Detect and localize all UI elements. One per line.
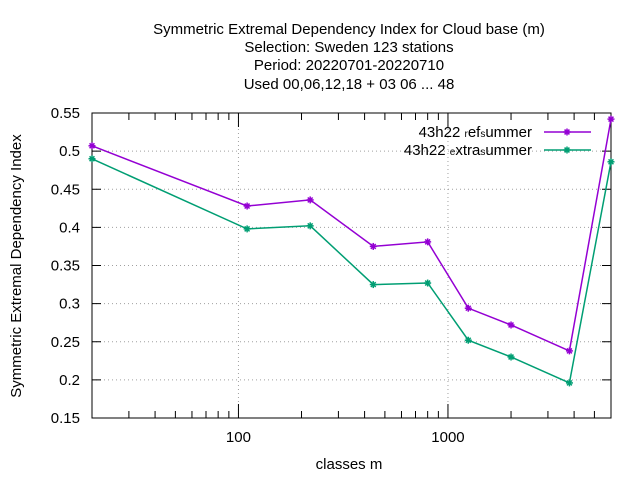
y-tick-label: 0.3 [59, 296, 80, 313]
title-line-2: Selection: Sweden 123 stations [244, 39, 453, 56]
data-point [243, 225, 251, 233]
point-marker-stroke [89, 142, 95, 149]
data-point [306, 222, 314, 230]
point-marker-stroke [564, 129, 570, 135]
x-tick-label: 100 [226, 429, 251, 446]
legend-marker [563, 146, 571, 154]
y-tick-label: 0.35 [51, 258, 80, 275]
y-axis-label: Symmetric Extremal Dependency Index [8, 134, 25, 398]
point-marker-stroke [564, 147, 570, 153]
point-marker-stroke [566, 347, 573, 354]
point-marker-stroke [465, 305, 472, 312]
point-marker-stroke [89, 155, 95, 162]
point-marker-stroke [608, 158, 614, 165]
legend-marker [563, 128, 571, 136]
legend-entry: 43h22 extrasummer [404, 142, 591, 159]
point-marker-stroke [508, 354, 515, 360]
point-marker-stroke [424, 238, 431, 245]
series-2 [88, 155, 615, 387]
data-point [424, 238, 432, 246]
title-line-1: Symmetric Extremal Dependency Index for … [153, 21, 545, 38]
data-point [607, 115, 615, 123]
x-axis-label: classes m [316, 456, 383, 473]
point-marker-stroke [370, 281, 377, 288]
series [88, 115, 615, 387]
y-tick-label: 0.5 [59, 143, 80, 160]
data-point [607, 158, 615, 166]
data-point [565, 379, 573, 387]
data-point [88, 155, 96, 163]
data-point [88, 142, 96, 150]
y-tick-label: 0.15 [51, 410, 80, 427]
tick-labels: 0.15 0.2 0.25 0.3 0.35 0.4 0.45 0.5 0.55 100 1000 [51, 105, 465, 446]
point-marker-stroke [566, 379, 573, 386]
data-point [243, 202, 251, 210]
data-point [424, 279, 432, 287]
point-marker-stroke [508, 321, 515, 328]
point-marker-stroke [244, 225, 251, 232]
data-point [507, 321, 515, 329]
legend-label: 43h22 refsummer [419, 124, 532, 141]
data-point [464, 304, 472, 312]
grid [92, 113, 611, 418]
title-line-4: Used 00,06,12,18 + 03 06 ... 48 [244, 76, 455, 93]
y-tick-label: 0.55 [51, 105, 80, 122]
data-point [565, 347, 573, 355]
data-point [507, 353, 515, 361]
x-tick-label: 1000 [431, 429, 464, 446]
point-marker-stroke [465, 337, 472, 344]
point-marker-stroke [307, 222, 314, 229]
series-1 [88, 115, 615, 355]
title-line-3: Period: 20220701-20220710 [254, 57, 444, 74]
point-marker-stroke [608, 116, 614, 123]
chart-title: Symmetric Extremal Dependency Index for … [153, 21, 545, 93]
y-tick-label: 0.2 [59, 372, 80, 389]
axis-ticks [92, 112, 611, 419]
series-line [91, 158, 612, 384]
point-marker-stroke [424, 280, 431, 287]
legend-label: 43h22 extrasummer [404, 142, 532, 159]
data-point [464, 336, 472, 344]
series-line [91, 118, 612, 352]
data-point [369, 281, 377, 289]
legend-entry: 43h22 refsummer [419, 124, 591, 141]
data-point [369, 242, 377, 250]
point-marker-stroke [370, 243, 377, 250]
point-marker-stroke [307, 196, 314, 203]
point-marker-stroke [244, 203, 251, 210]
data-point [306, 196, 314, 204]
y-tick-label: 0.25 [51, 334, 80, 351]
plot-frame [91, 112, 612, 419]
y-tick-label: 0.45 [51, 181, 80, 198]
y-tick-label: 0.4 [59, 219, 80, 236]
